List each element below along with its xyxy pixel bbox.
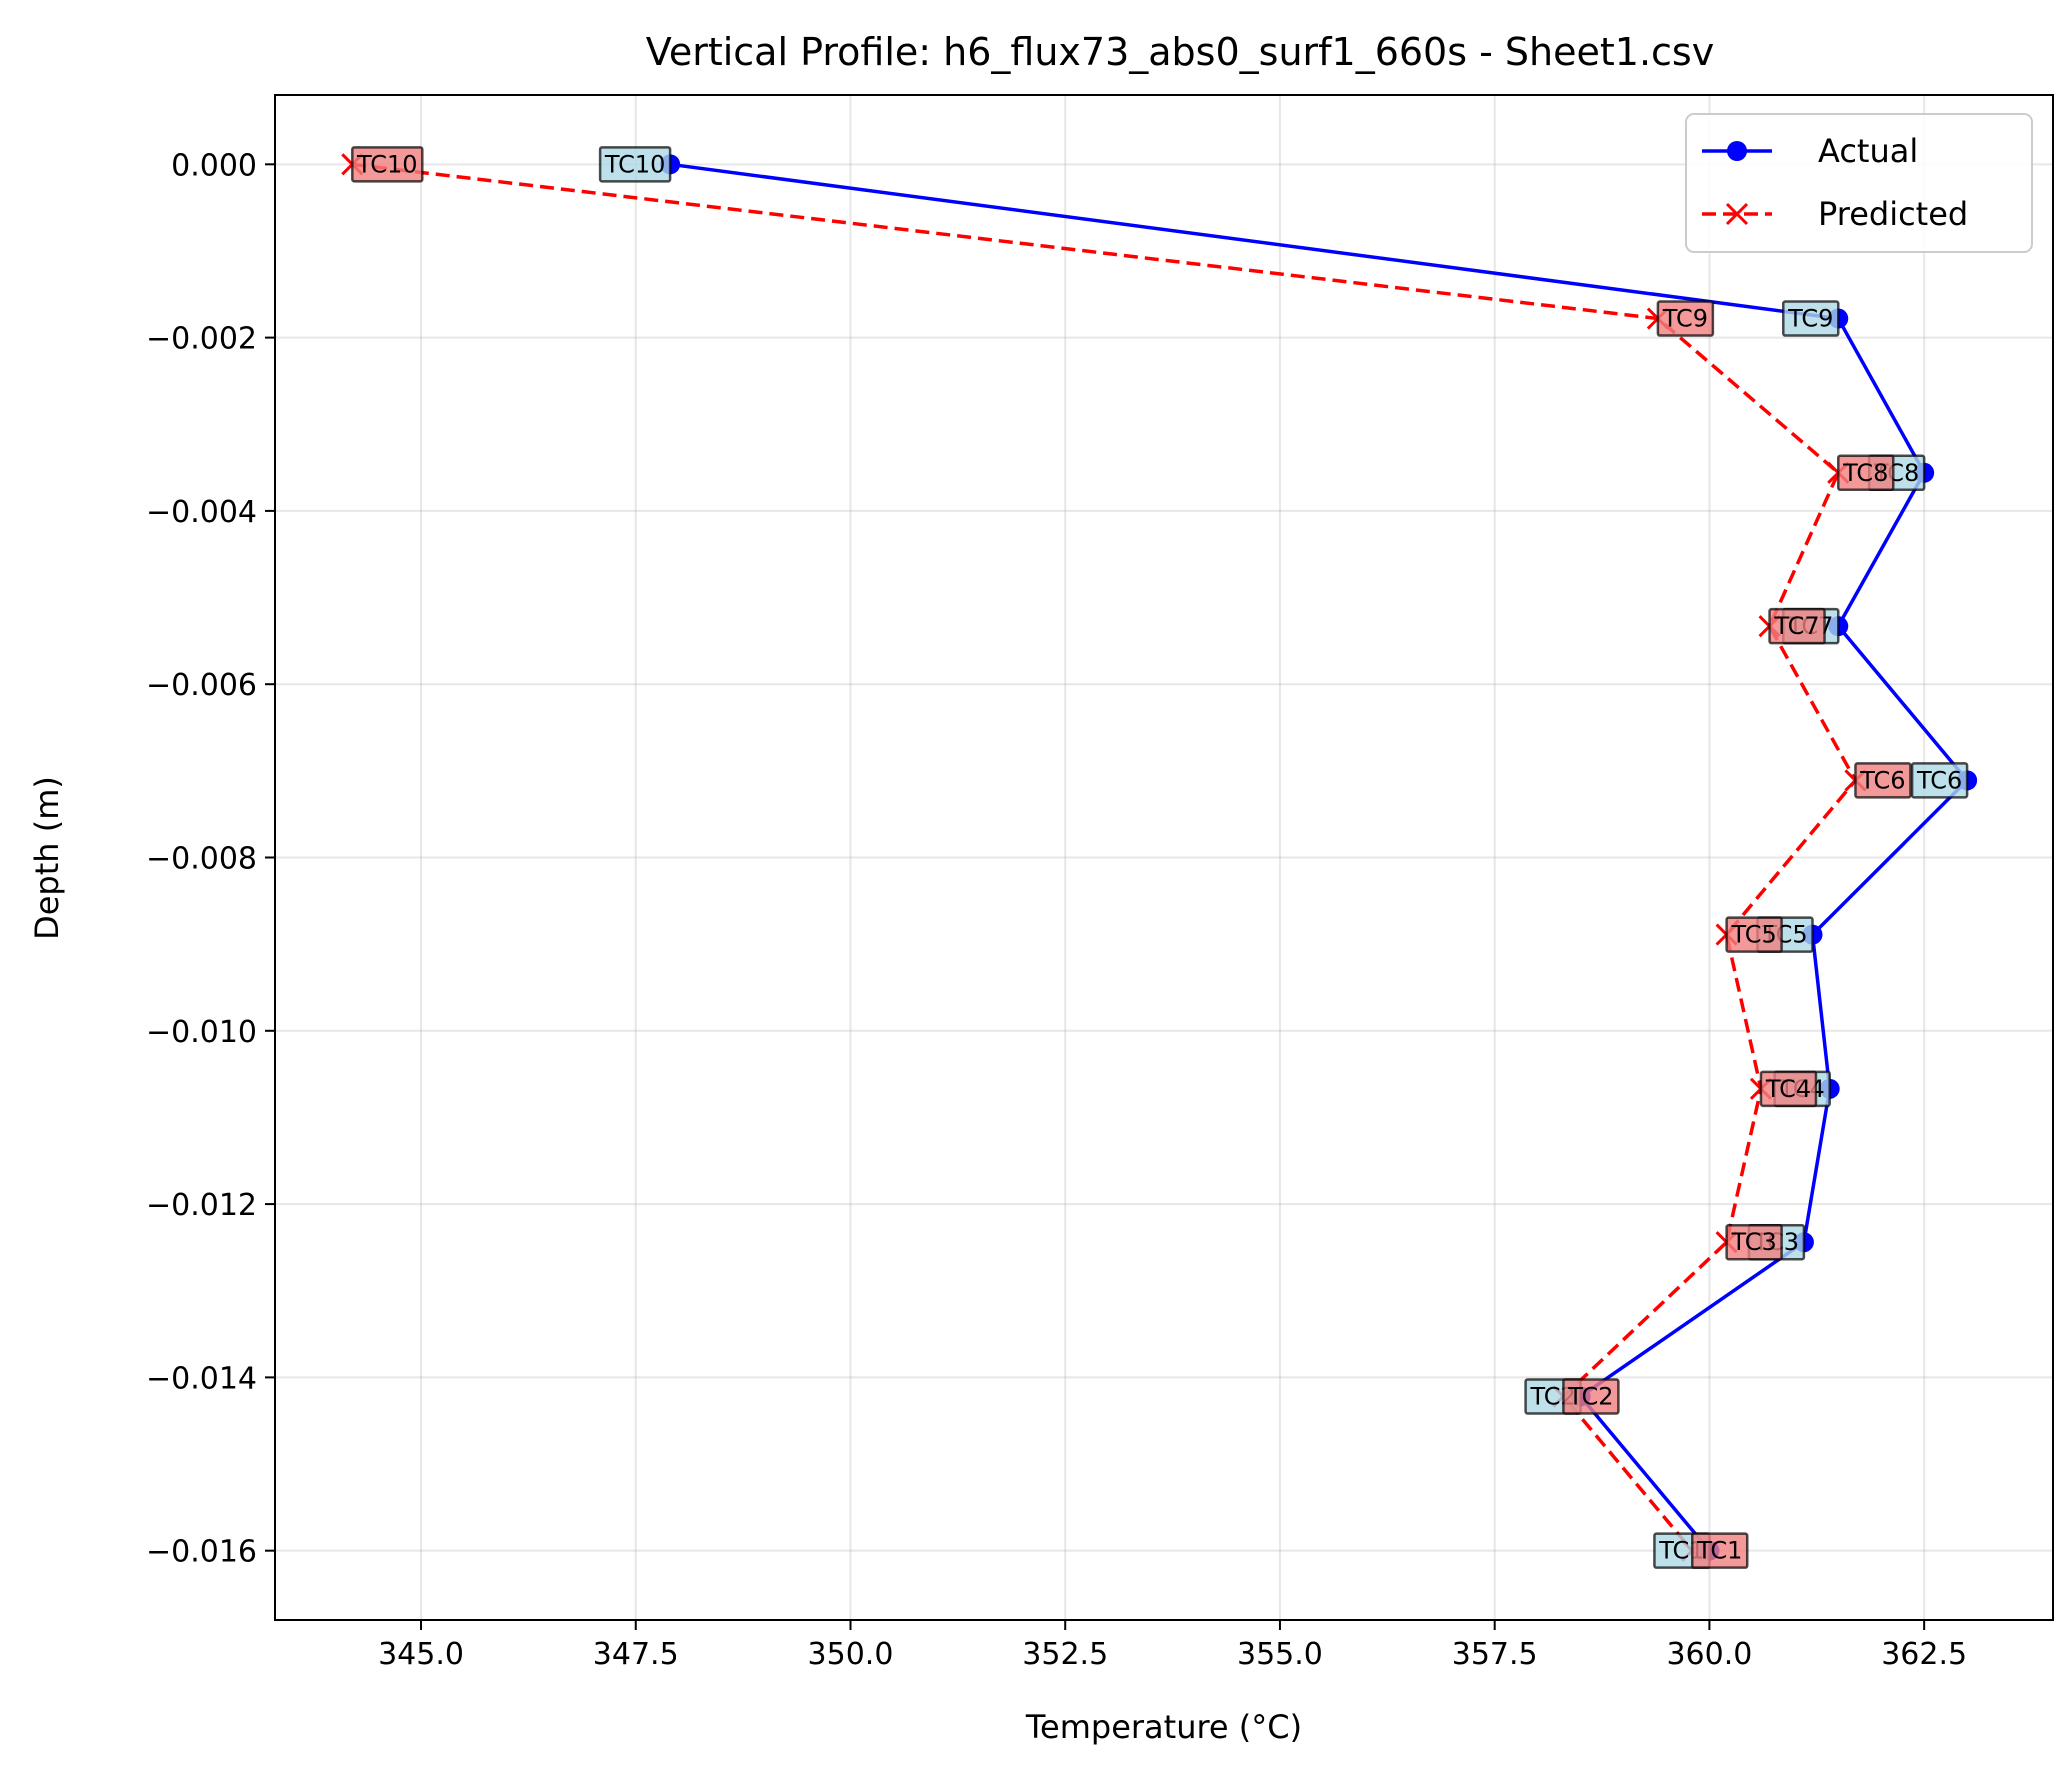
legend-predicted-marker [1725, 202, 1749, 226]
y-tick-label: −0.006 [146, 668, 257, 703]
predicted-label-text: TC5 [1730, 921, 1776, 949]
actual-label-box [1782, 300, 1840, 337]
predicted-label-box [1725, 916, 1783, 953]
actual-label-box [1910, 762, 1969, 799]
y-tick-label: −0.016 [146, 1535, 257, 1570]
predicted-label-box [1768, 607, 1826, 645]
predicted-label-box [1725, 1223, 1783, 1261]
predicted-line [352, 162, 1858, 1552]
y-tick-label: −0.004 [146, 495, 257, 530]
y-tick-label: −0.002 [146, 322, 257, 357]
legend-actual-label: Actual [1818, 132, 1918, 170]
chart-title: Vertical Profile: h6_flux73_abs0_surf1_6… [646, 30, 1714, 74]
legend-box [1685, 113, 2033, 253]
x-tick-label: 357.5 [1452, 1637, 1538, 1672]
y-tick-label: 0.000 [171, 148, 257, 183]
x-tick-label: 347.5 [593, 1637, 679, 1672]
predicted-label-box [351, 146, 424, 183]
legend-actual-marker [1727, 141, 1747, 161]
x-axis-title: Temperature (°C) [1025, 1708, 1302, 1746]
x-tick-label: 345.0 [378, 1637, 464, 1672]
predicted-label-text: TC3 [1730, 1228, 1776, 1256]
x-tick-label: 352.5 [1022, 1637, 1108, 1672]
predicted-label-text: TC4 [1765, 1075, 1811, 1103]
predicted-label-box [1837, 454, 1895, 492]
predicted-label-text: TC9 [1662, 305, 1708, 333]
point-labels: TC10 TC9 TC8 TC7 TC6 TC5 TC4 TC3 TC2 TC1 TC10 TC9 TC… [351, 146, 1969, 1569]
actual-line [669, 162, 1969, 1552]
predicted-label-text: TC8 [1842, 459, 1888, 487]
y-tick-label: −0.014 [146, 1361, 257, 1396]
x-tick-label: 355.0 [1237, 1637, 1323, 1672]
predicted-label-box [1562, 1378, 1620, 1415]
x-tick-label: 350.0 [808, 1637, 894, 1672]
predicted-label-text: TC2 [1567, 1382, 1613, 1410]
x-tick-label: 362.5 [1881, 1637, 1967, 1672]
y-axis-title: Depth (m) [28, 776, 66, 940]
predicted-label-box [1759, 1070, 1818, 1108]
predicted-label-text: TC10 [356, 150, 418, 178]
actual-label-text: TC10 [604, 150, 666, 178]
ticks: 345.0 347.5 350.0 352.5 355.0 357.5 360.0 362.5… [146, 148, 1967, 1672]
actual-label-text: TC9 [1787, 305, 1833, 333]
predicted-label-text: TC6 [1859, 766, 1905, 794]
x-tick-label: 360.0 [1666, 1637, 1752, 1672]
y-tick-label: −0.012 [146, 1188, 257, 1223]
y-tick-label: −0.010 [146, 1015, 257, 1050]
actual-label-text: TC6 [1916, 766, 1962, 794]
predicted-label-text: TC7 [1773, 612, 1819, 640]
legend: Actual Predicted [1685, 113, 2033, 253]
predicted-label-text: TC1 [1696, 1537, 1742, 1565]
actual-label-box [598, 146, 672, 183]
legend-predicted-label: Predicted [1818, 195, 1968, 233]
predicted-label-box [1656, 300, 1715, 337]
grid [275, 95, 2053, 1620]
y-tick-label: −0.008 [146, 842, 257, 877]
predicted-label-box [1690, 1532, 1749, 1569]
predicted-label-box [1854, 762, 1912, 799]
